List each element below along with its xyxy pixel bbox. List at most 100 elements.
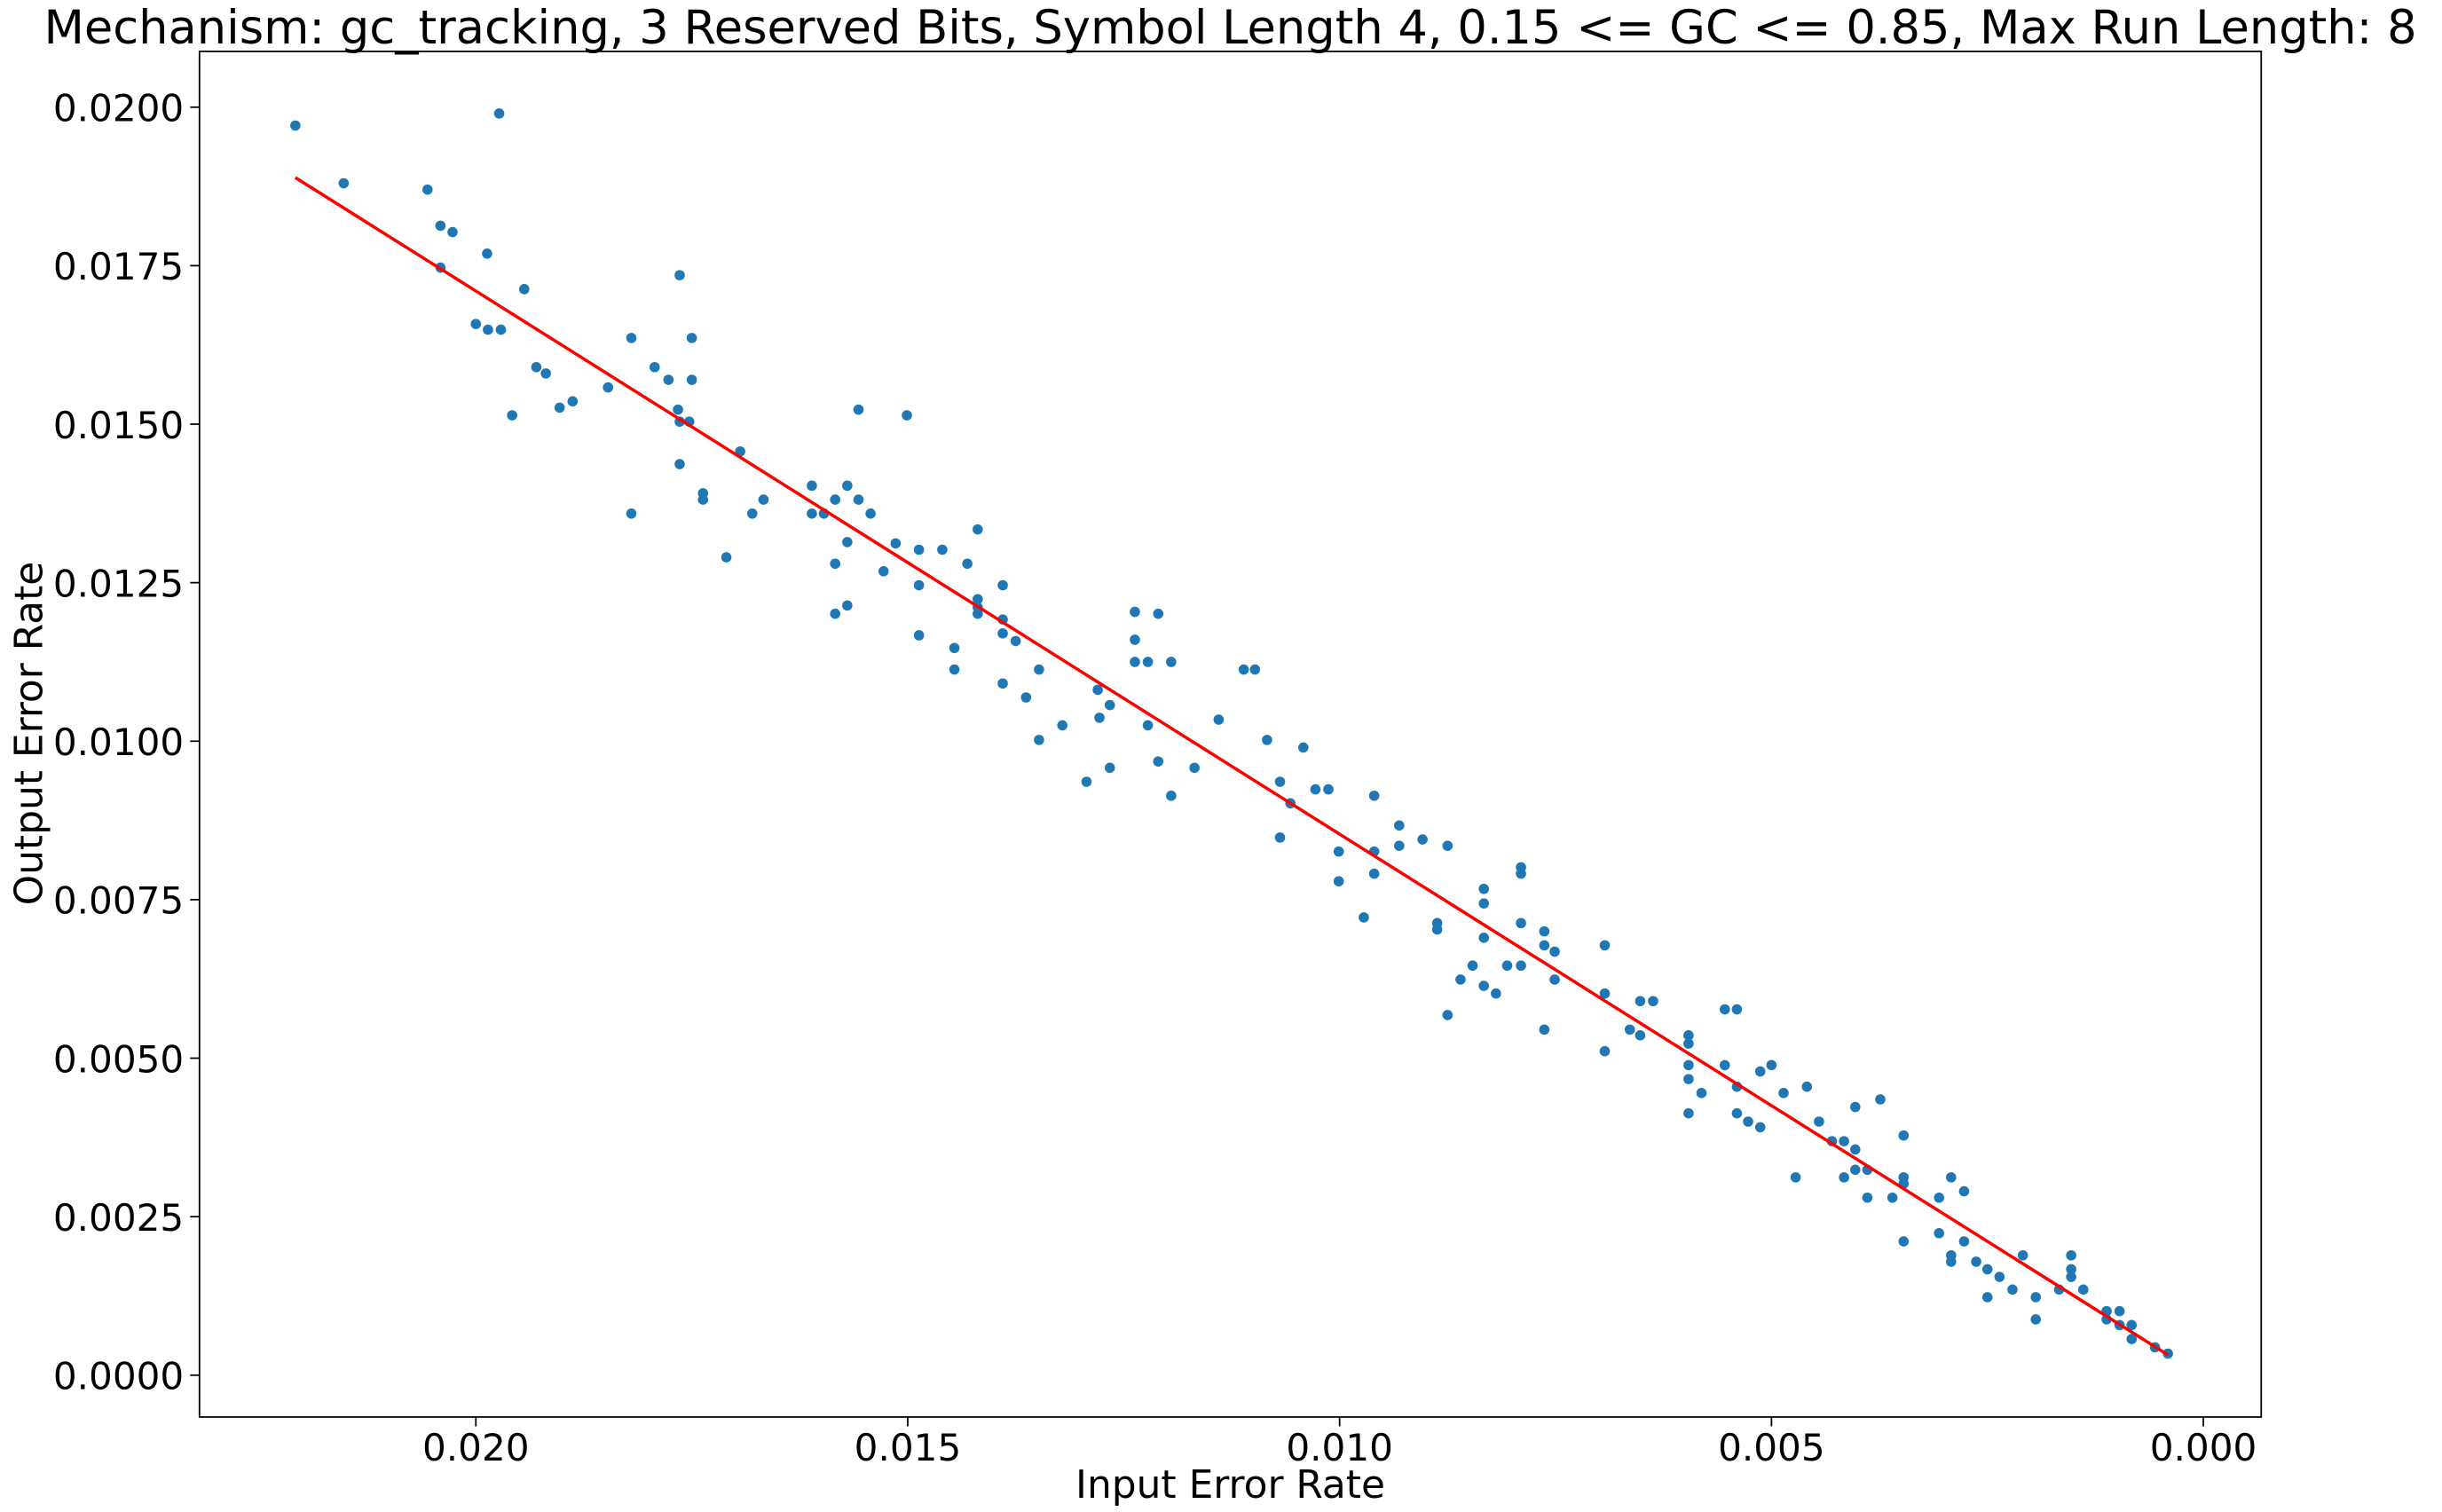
point	[902, 410, 912, 421]
point	[949, 664, 960, 675]
point	[493, 108, 505, 119]
point	[1635, 1030, 1646, 1041]
point	[626, 508, 637, 519]
point	[1683, 1074, 1694, 1084]
point	[1238, 664, 1249, 675]
point	[663, 374, 674, 385]
point	[518, 284, 530, 295]
point	[1249, 664, 1261, 675]
point	[937, 544, 948, 555]
point	[1934, 1227, 1944, 1239]
point	[1094, 713, 1105, 723]
point	[997, 579, 1008, 591]
point	[1020, 692, 1032, 703]
point	[2077, 1284, 2089, 1295]
point	[2126, 1319, 2138, 1331]
point	[2126, 1334, 2138, 1344]
point	[865, 508, 876, 519]
y-tick-label: 0.0100	[53, 721, 184, 764]
point	[1814, 1116, 1824, 1127]
point	[1778, 1088, 1789, 1099]
point	[1189, 762, 1200, 774]
point	[853, 404, 864, 415]
point	[1516, 868, 1526, 879]
point	[1274, 832, 1286, 843]
point	[1166, 790, 1177, 801]
point	[758, 494, 769, 505]
point	[1368, 868, 1380, 879]
point	[1683, 1030, 1694, 1041]
point	[807, 480, 817, 492]
point	[482, 248, 492, 259]
point	[1057, 720, 1067, 731]
point	[603, 382, 613, 393]
point	[1958, 1185, 1970, 1197]
point	[1501, 960, 1513, 972]
point	[1442, 1010, 1453, 1020]
point	[1213, 714, 1225, 725]
point	[2114, 1305, 2125, 1317]
point	[890, 538, 902, 549]
point	[973, 608, 983, 619]
point	[470, 319, 482, 329]
x-axis-label: Input Error Rate	[1075, 1462, 1385, 1508]
point	[507, 410, 517, 421]
point	[1153, 608, 1164, 619]
point	[878, 566, 889, 577]
point	[1274, 776, 1286, 787]
point	[1754, 1066, 1766, 1077]
point	[807, 508, 817, 519]
point	[649, 361, 660, 373]
point	[1333, 846, 1344, 857]
point	[1887, 1192, 1898, 1203]
point	[1599, 988, 1611, 999]
point	[1599, 940, 1611, 951]
point	[1034, 735, 1044, 745]
point	[1297, 742, 1309, 753]
point	[1839, 1136, 1849, 1146]
point	[853, 494, 864, 505]
point	[1442, 840, 1453, 851]
point	[2066, 1272, 2076, 1282]
point	[1417, 834, 1428, 845]
point	[674, 270, 685, 280]
point	[2066, 1249, 2076, 1261]
point	[338, 177, 350, 189]
point	[1539, 1024, 1550, 1036]
point	[1166, 657, 1177, 667]
point	[1934, 1192, 1944, 1203]
point	[1849, 1164, 1861, 1176]
point	[830, 558, 840, 570]
x-tick-label: 0.020	[422, 1426, 530, 1469]
point	[1635, 996, 1646, 1007]
point	[554, 402, 565, 413]
point	[435, 220, 446, 232]
point	[1898, 1130, 1910, 1141]
point	[997, 678, 1008, 689]
point	[674, 459, 685, 469]
point	[1104, 699, 1115, 711]
point	[1683, 1038, 1694, 1049]
point	[830, 494, 840, 505]
point	[1720, 1059, 1730, 1071]
point	[1368, 790, 1380, 801]
point	[1981, 1264, 1993, 1275]
plot-frame	[198, 51, 2263, 1418]
point	[1478, 898, 1490, 909]
point	[1683, 1107, 1694, 1119]
point	[1333, 876, 1344, 886]
point	[997, 628, 1008, 639]
point	[1516, 917, 1526, 929]
point	[1599, 1045, 1611, 1057]
point	[842, 480, 853, 492]
point	[2017, 1249, 2028, 1261]
point	[1624, 1024, 1635, 1036]
point	[1994, 1272, 2005, 1282]
point	[1104, 762, 1115, 774]
point	[1394, 840, 1405, 851]
point	[1092, 684, 1103, 696]
point	[1491, 988, 1501, 999]
point	[973, 524, 983, 535]
